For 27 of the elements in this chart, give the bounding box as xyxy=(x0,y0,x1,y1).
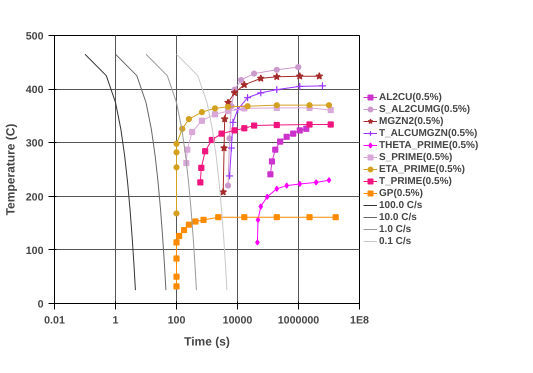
legend-label: THETA_PRIME(0.5%) xyxy=(379,139,478,151)
legend-label: 100.0 C/s xyxy=(379,199,422,211)
y-tick-label: 400 xyxy=(26,84,44,96)
legend-label: S_PRIME(0.5%) xyxy=(379,151,452,163)
x-tick-label: 1000000 xyxy=(278,314,320,326)
legend-label: T_PRIME(0.5%) xyxy=(379,175,452,187)
y-tick-label: 300 xyxy=(26,138,44,150)
y-tick-label: 200 xyxy=(26,191,44,204)
legend-label: GP(0.5%) xyxy=(379,187,423,199)
legend-label: ETA_PRIME(0.5%) xyxy=(379,163,465,175)
y-tick-label: 500 xyxy=(26,30,44,42)
x-tick-label: 1 xyxy=(112,314,119,326)
x-tick-label: 10000 xyxy=(222,314,252,326)
x-tick-label: 100 xyxy=(168,314,186,326)
legend-label: MGZN2(0.5%) xyxy=(379,115,444,127)
y-axis-title: Temperature (C) xyxy=(4,124,18,216)
legend-label: 10.0 C/s xyxy=(379,211,417,223)
legend-label: T_ALCUMGZN(0.5%) xyxy=(379,127,478,139)
x-tick-label: 1E8 xyxy=(350,314,370,326)
y-tick-label: 0 xyxy=(38,298,44,310)
legend-label: 0.1 C/s xyxy=(379,235,412,247)
legend-label: AL2CU(0.5%) xyxy=(379,91,442,103)
y-tick-label: 100 xyxy=(26,244,44,257)
x-axis-title: Time (s) xyxy=(184,334,230,348)
legend-label: S_AL2CUMG(0.5%) xyxy=(379,103,470,115)
legend-label: 1.0 C/s xyxy=(379,223,412,235)
x-tick-label: 0.01 xyxy=(44,314,65,326)
